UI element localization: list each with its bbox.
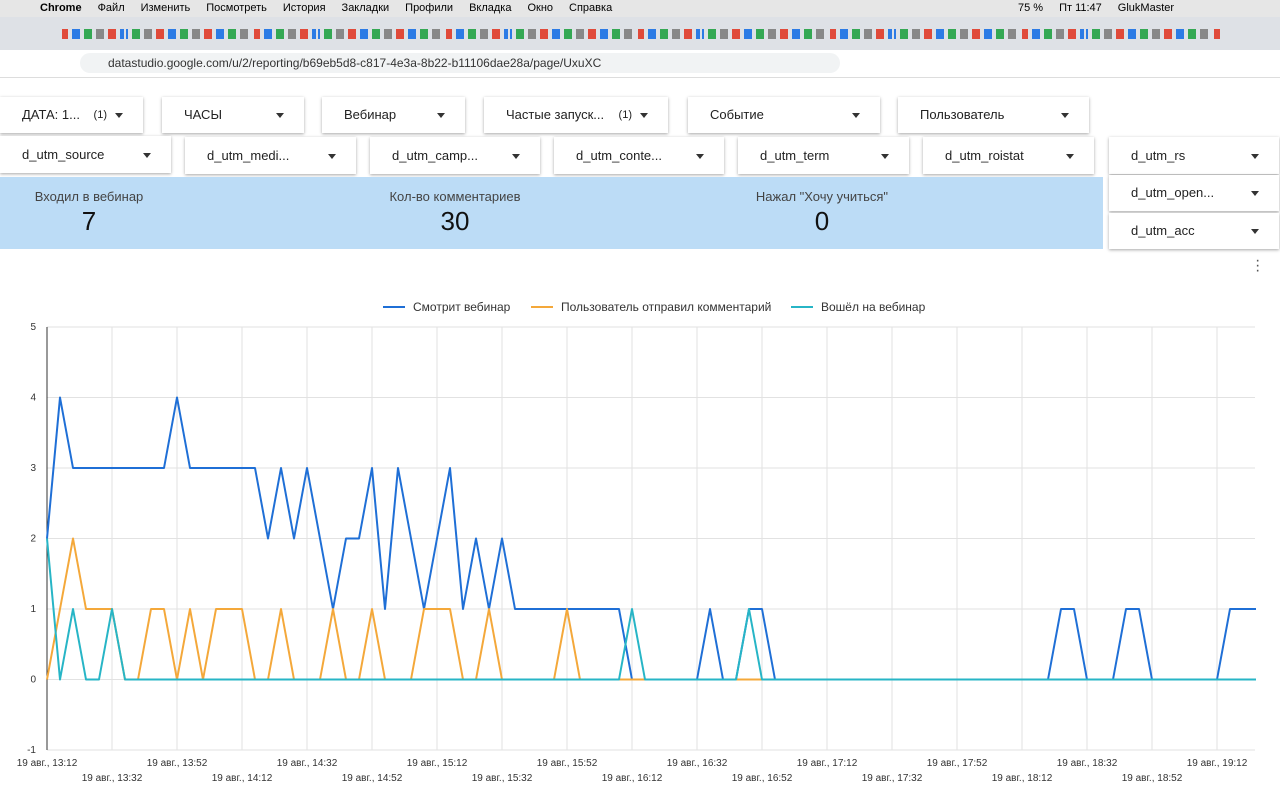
y-tick-label: -1 [27, 745, 36, 756]
x-tick-label: 19 авг., 16:32 [667, 758, 728, 769]
filter-count: (1) [93, 109, 107, 121]
scorecard-value: 7 [81, 206, 97, 236]
y-tick-label: 1 [30, 604, 36, 615]
x-tick-label: 19 авг., 13:12 [17, 758, 78, 769]
filter-control[interactable]: d_utm_camp... [370, 137, 540, 174]
filter-count: (1) [618, 109, 632, 121]
y-tick-label: 5 [30, 322, 36, 333]
scorecards: Входил в вебинар 7 Кол-во комментариев 30 На… [0, 177, 1103, 249]
x-tick-label: 19 авг., 13:32 [82, 773, 143, 784]
x-tick-label: 19 авг., 14:12 [212, 773, 273, 784]
filter-control[interactable]: Вебинар [322, 97, 465, 133]
menu-bar: Chrome Файл Изменить Посмотреть История Закла… [0, 0, 1280, 17]
scorecard-value: 30 [440, 206, 470, 236]
filter-label: Пользователь [920, 107, 1005, 122]
x-tick-label: 19 авг., 16:12 [602, 773, 663, 784]
x-tick-label: 19 авг., 17:52 [927, 758, 988, 769]
menu-item: Изменить [140, 2, 191, 14]
address-bar: datastudio.google.com/u/2/reporting/b69e… [0, 50, 1280, 78]
menu-item: Профили [405, 2, 454, 14]
filter-control[interactable]: d_utm_term [738, 137, 909, 174]
filter-label: Вебинар [344, 107, 397, 122]
menu-item: Вкладка [469, 2, 512, 14]
x-tick-label: 19 авг., 13:52 [147, 758, 208, 769]
scorecard-value: 0 [814, 206, 830, 236]
filter-label: Частые запуск... [506, 107, 605, 122]
x-tick-label: 19 авг., 18:32 [1057, 758, 1118, 769]
x-tick-label: 19 авг., 17:12 [797, 758, 858, 769]
x-tick-label: 19 авг., 15:12 [407, 758, 468, 769]
user: GlukMaster [1117, 2, 1175, 14]
x-tick-label: 19 авг., 14:52 [342, 773, 403, 784]
filter-control[interactable]: Событие [688, 97, 880, 133]
y-tick-label: 0 [30, 675, 36, 686]
filter-label: ЧАСЫ [184, 107, 222, 122]
filter-control[interactable]: d_utm_medi... [185, 137, 356, 174]
menu-item: Chrome [40, 2, 82, 14]
scorecard: Входил в вебинар 7 [0, 189, 219, 237]
filter-label: ДАТА: 1... [22, 107, 80, 122]
x-tick-label: 19 авг., 14:32 [277, 758, 338, 769]
filter-control[interactable]: ДАТА: 1... (1) [0, 97, 143, 133]
filter-control[interactable]: d_utm_roistat [923, 137, 1094, 174]
x-tick-label: 19 авг., 16:52 [732, 773, 793, 784]
scorecard: Кол-во комментариев 30 [325, 189, 585, 237]
y-tick-label: 3 [30, 463, 36, 474]
filter-control[interactable]: Пользователь [898, 97, 1089, 133]
legend-label: Вошёл на вебинар [821, 300, 926, 314]
menu-icon[interactable]: · · · [1255, 252, 1261, 279]
filter-control[interactable]: ЧАСЫ [162, 97, 304, 133]
x-tick-label: 19 авг., 15:32 [472, 773, 533, 784]
filter-control[interactable]: Частые запуск... (1) [484, 97, 668, 133]
status-items: 75 % Пт 11:47 GlukMaster [1018, 0, 1190, 17]
menu-item: Посмотреть [206, 2, 267, 14]
x-tick-label: 19 авг., 18:52 [1122, 773, 1183, 784]
menu-item: Справка [569, 2, 613, 14]
menu-item: Файл [97, 2, 125, 14]
x-tick-label: 19 авг., 15:52 [537, 758, 598, 769]
filter-control[interactable]: d_utm_acc [1109, 213, 1279, 249]
filter-control[interactable]: d_utm_rs [1109, 137, 1279, 174]
url[interactable]: datastudio.google.com/u/2/reporting/b69e… [80, 53, 840, 73]
scorecard-label: Входил в вебинар [34, 189, 144, 204]
menu-item: Закладки [341, 2, 390, 14]
legend-label: Смотрит вебинар [413, 300, 511, 314]
scorecard-label: Нажал "Хочу учиться" [755, 189, 889, 204]
y-tick-label: 2 [30, 534, 36, 545]
x-tick-label: 19 авг., 18:12 [992, 773, 1053, 784]
filter-control[interactable]: d_utm_open... [1109, 175, 1279, 211]
battery: 75 % [1018, 2, 1044, 14]
y-tick-label: 4 [30, 393, 36, 404]
menu-item: Окно [527, 2, 554, 14]
filter-label: Событие [710, 107, 764, 122]
series-line [46, 538, 1256, 681]
menu-items: Chrome Файл Изменить Посмотреть История Закла… [40, 0, 628, 17]
x-tick-label: 19 авг., 17:32 [862, 773, 923, 784]
clock: Пт 11:47 [1059, 2, 1102, 14]
scorecard: Нажал "Хочу учиться" 0 [692, 189, 952, 237]
filter-control[interactable]: d_utm_conte... [554, 137, 724, 174]
legend-label: Пользователь отправил комментарий [561, 300, 771, 314]
tab-strip [0, 17, 1280, 50]
x-tick-label: 19 авг., 19:12 [1187, 758, 1248, 769]
menu-item: История [282, 2, 326, 14]
scorecard-label: Кол-во комментариев [389, 189, 521, 204]
filter-control[interactable]: d_utm_source [0, 136, 171, 173]
